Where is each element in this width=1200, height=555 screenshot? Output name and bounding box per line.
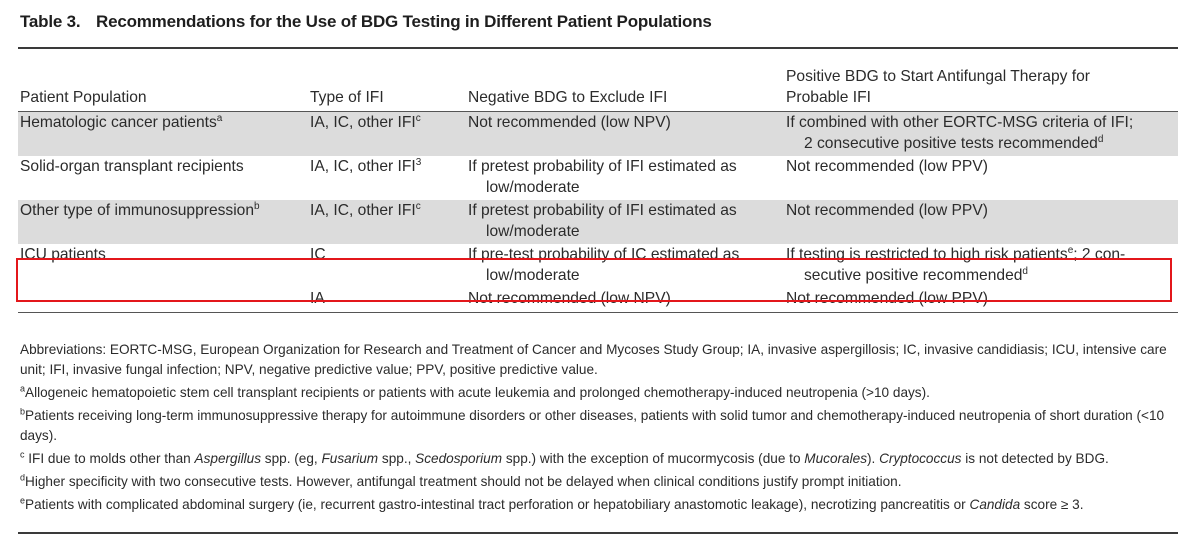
- header-positive-line2: Probable IFI: [786, 88, 871, 106]
- cell-type: IA: [302, 288, 458, 313]
- header-negative: Negative BDG to Exclude IFI: [458, 66, 781, 112]
- footnote-d: dHigher specificity with two consecutive…: [20, 472, 902, 489]
- table-row: Solid-organ transplant recipients IA, IC…: [18, 156, 1178, 200]
- top-rule: [18, 47, 1178, 49]
- cell-type: IA, IC, other IFI3: [310, 156, 422, 175]
- footnote-c: c IFI due to molds other than Aspergillu…: [20, 449, 1109, 466]
- cell-positive: If combined with other EORTC-MSG criteri…: [781, 111, 1178, 156]
- cell-positive: Not recommended (low PPV): [781, 288, 1178, 313]
- cell-population: ICU patients: [20, 246, 106, 263]
- footnote-e: ePatients with complicated abdominal sur…: [20, 495, 1084, 512]
- table-footnotes: Abbreviations: EORTC-MSG, European Organ…: [20, 340, 1178, 518]
- cell-population: [18, 288, 302, 313]
- footnote-a: aAllogeneic hematopoietic stem cell tran…: [20, 383, 930, 400]
- table-title-text: Recommendations for the Use of BDG Testi…: [96, 12, 712, 31]
- cell-type: IA, IC, other IFIc: [302, 111, 458, 156]
- header-population: Patient Population: [18, 66, 302, 112]
- table-number: Table 3.: [20, 12, 81, 31]
- table-title: Table 3. Recommendations for the Use of B…: [20, 12, 712, 32]
- header-positive-line1: Positive BDG to Start Antifungal Therapy…: [786, 68, 1090, 85]
- cell-population: Hematologic cancer patientsa: [18, 111, 302, 156]
- header-type: Type of IFI: [302, 66, 458, 112]
- cell-type: IA, IC, other IFIc: [302, 200, 458, 244]
- cell-positive: Not recommended (low PPV): [786, 158, 988, 175]
- table-row: IA Not recommended (low NPV) Not recomme…: [18, 288, 1178, 313]
- cell-negative: If pretest probability of IFI estimated …: [468, 158, 737, 196]
- cell-negative: Not recommended (low NPV): [458, 288, 781, 313]
- table-row: ICU patients IC If pre-test probability …: [18, 244, 1178, 288]
- cell-negative: If pretest probability of IFI estimated …: [458, 200, 781, 244]
- cell-population: Other type of immunosuppressionb: [18, 200, 302, 244]
- cell-negative: Not recommended (low NPV): [458, 111, 781, 156]
- cell-positive: If testing is restricted to high risk pa…: [786, 244, 1126, 284]
- cell-type: IC: [310, 246, 326, 263]
- header-row: Patient Population Type of IFI Negative …: [18, 66, 1178, 112]
- cell-positive: Not recommended (low PPV): [781, 200, 1178, 244]
- table-row: Other type of immunosuppressionb IA, IC,…: [18, 200, 1178, 244]
- table-row: Hematologic cancer patientsa IA, IC, oth…: [18, 111, 1178, 156]
- cell-population: Solid-organ transplant recipients: [20, 158, 244, 175]
- recommendations-table: Patient Population Type of IFI Negative …: [18, 66, 1178, 313]
- abbreviations-note: Abbreviations: EORTC-MSG, European Organ…: [20, 342, 1167, 377]
- header-positive: Positive BDG to Start Antifungal Therapy…: [781, 66, 1178, 112]
- cell-negative: If pre-test probability of IC estimated …: [468, 246, 740, 284]
- bottom-rule: [18, 532, 1178, 534]
- footnote-b: bPatients receiving long-term immunosupp…: [20, 406, 1165, 443]
